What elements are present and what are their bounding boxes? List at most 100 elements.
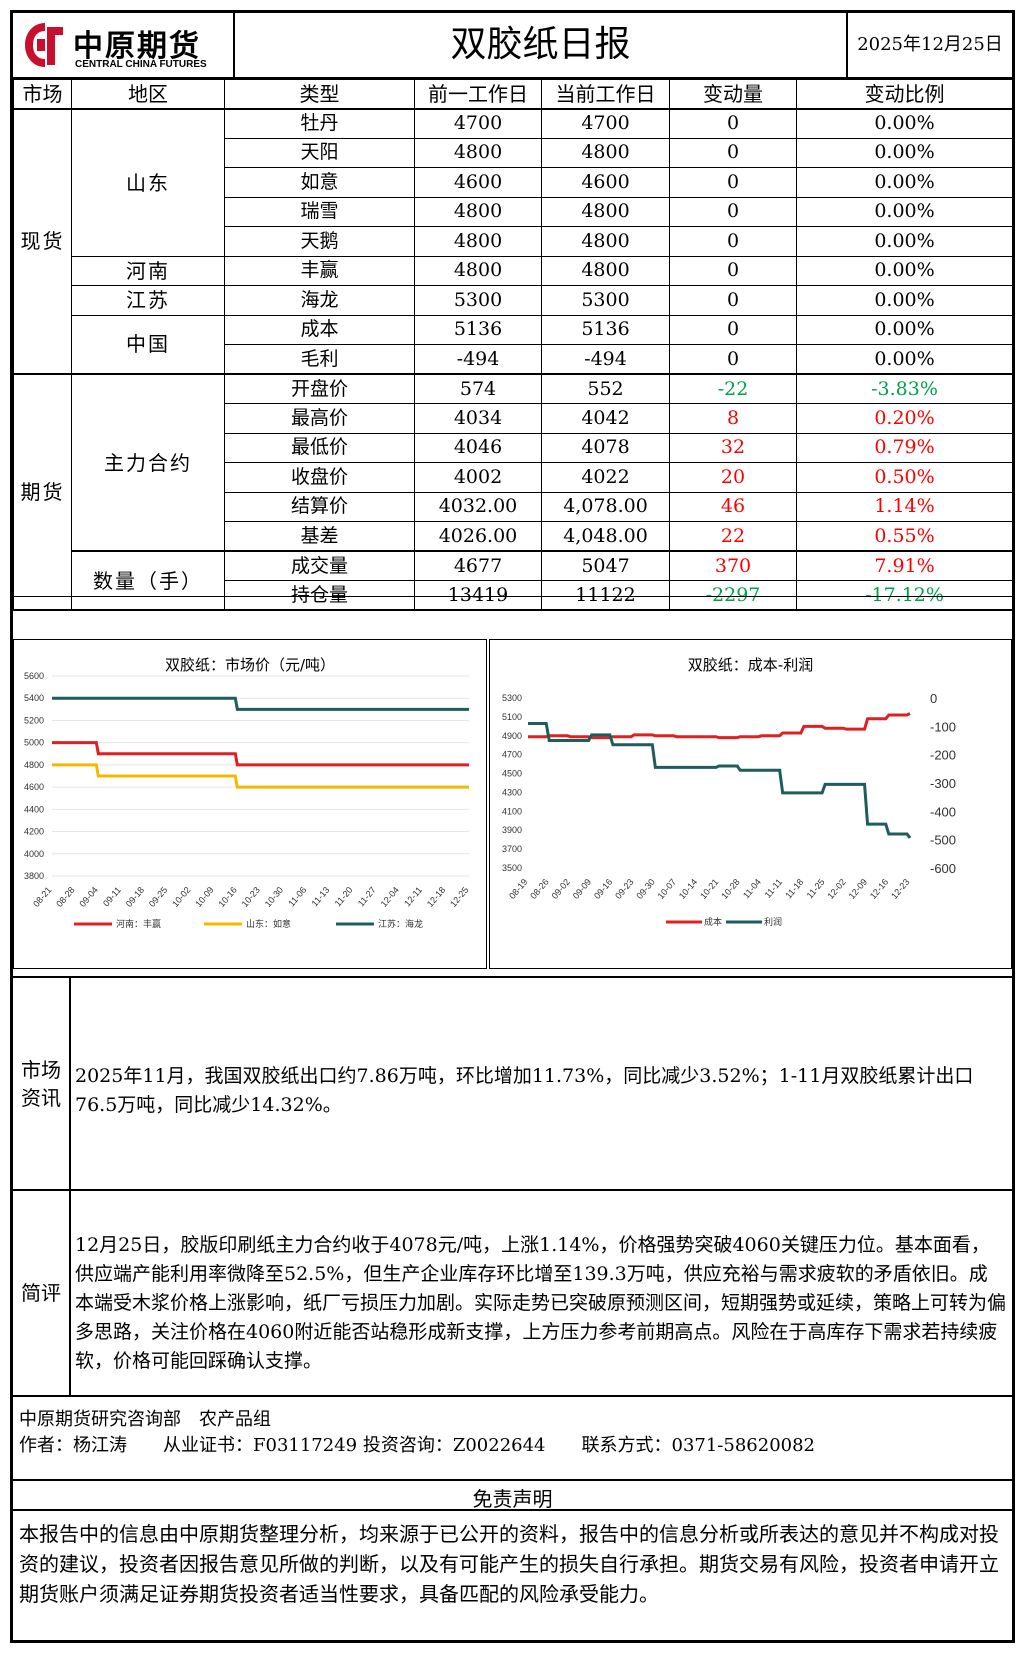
market-futures: 期货 (13, 373, 72, 611)
x-tick-label: 10-02 (170, 885, 192, 909)
cell-curr: 4,078.00 (541, 491, 670, 522)
y-right-tick-label: -400 (930, 804, 956, 819)
report-page: 中原期货 CENTRAL CHINA FUTURES 双胶纸日报 2025年12… (10, 10, 1015, 1643)
y-left-tick-label: 4300 (502, 787, 522, 797)
table-row: 基差 4026.00 4,048.00 22 0.55% (13, 521, 1012, 552)
table-row: 瑞雪 4800 4800 0 0.00% (14, 196, 1012, 227)
disclaimer-title-section: 免责声明 (13, 1479, 1012, 1511)
y-left-tick-label: 4700 (502, 750, 522, 760)
chart-title: 双胶纸：成本-利润 (687, 656, 814, 674)
cell-curr: 4042 (541, 403, 670, 434)
x-tick-label: 11-18 (783, 877, 805, 901)
cell-prev: 4026.00 (414, 521, 542, 552)
comment-section: 简评 12月25日，胶版印刷纸主力合约收于4078元/吨，上涨1.14%，价格强… (13, 1189, 1012, 1395)
company-logo-icon (25, 23, 63, 67)
table-row: 江苏 海龙 5300 5300 0 0.00% (14, 285, 1012, 316)
x-tick-label: 09-30 (634, 877, 656, 901)
cell-type: 最低价 (224, 432, 415, 463)
x-tick-label: 09-25 (147, 885, 169, 909)
y-left-tick-label: 5300 (502, 693, 522, 703)
y-right-tick-label: -200 (930, 748, 956, 763)
y-right-tick-label: -300 (930, 776, 956, 791)
x-tick-label: 09-02 (550, 877, 572, 901)
cell-type: 成交量 (224, 550, 415, 581)
cost-profit-chart-svg: 5300 5100 4900 4700 4500 4300 4100 3900 3700 3500… (502, 691, 956, 928)
cell-type: 成本 (224, 314, 415, 345)
table-row: 中国 成本 5136 5136 0 0.00% (14, 314, 1012, 375)
cell-curr: 5136 (541, 314, 670, 345)
cell-pct: 0.00% (796, 255, 1012, 286)
disclaimer-section: 本报告中的信息由中原期货整理分析，均来源于已公开的资料，报告中的信息分析或所表达… (13, 1509, 1012, 1640)
x-tick-label: 12-04 (379, 885, 401, 909)
legend-label: 河南：丰赢 (116, 918, 161, 930)
x-tick-label: 09-11 (101, 885, 123, 909)
y-left-tick-label: 3700 (502, 844, 522, 854)
divider (13, 596, 1012, 597)
cell-type: 天鹅 (224, 226, 415, 257)
cell-type: 海龙 (224, 285, 415, 316)
x-tick-label: 10-09 (193, 885, 215, 909)
y-left-tick-label: 4500 (502, 769, 522, 779)
cell-prev: 4700 (414, 108, 542, 139)
cell-chg: 32 (669, 432, 797, 463)
market-news-label: 市场资讯 (13, 978, 71, 1189)
table-row: 收盘价 4002 4022 20 0.50% (14, 462, 1012, 493)
divider (13, 609, 1012, 611)
cell-pct: 0.00% (796, 167, 1012, 198)
cell-prev: 4600 (414, 167, 542, 198)
region-shandong: 山东 (71, 108, 225, 257)
cell-chg: 0 (669, 196, 797, 227)
cell-curr: 4,048.00 (541, 521, 670, 552)
series-line (528, 722, 912, 839)
x-tick-label: 09-23 (613, 877, 635, 901)
y-right-tick-label: -600 (930, 861, 956, 876)
market-news-section: 市场资讯 2025年11月，我国双胶纸出口约7.86万吨，环比增加11.73%，… (13, 976, 1012, 1189)
cell-curr: 4022 (541, 462, 670, 493)
cell-chg: 22 (669, 521, 797, 552)
department: 中原期货研究咨询部 农产品组 (19, 1409, 271, 1430)
cell-pct: 1.14% (796, 491, 1012, 522)
cell-chg: 370 (669, 550, 797, 581)
price-table: 市场 地区 类型 前一工作日 当前工作日 变动量 变动比例 现货 山东 牡丹 4700… (13, 79, 1012, 611)
cell-type: 收盘价 (224, 462, 415, 493)
cell-prev: 5136 (414, 314, 542, 345)
table-row: 现货 山东 牡丹 4700 4700 0 0.00% (13, 108, 1012, 375)
cell-chg: 8 (669, 403, 797, 434)
cell-curr: 4800 (541, 137, 670, 168)
x-tick-label: 12-23 (889, 877, 911, 901)
cell-prev: 5300 (414, 285, 542, 316)
x-tick-label: 11-20 (333, 885, 355, 909)
cell-curr: 11122 (541, 580, 670, 611)
series-line (528, 712, 911, 740)
column-header: 前一工作日 (414, 79, 542, 110)
column-header: 当前工作日 (541, 79, 670, 110)
cell-prev: 4032.00 (414, 491, 542, 522)
table-row: 河南 丰赢 4800 4800 0 0.00% (14, 255, 1012, 286)
table-row: 天鹅 4800 4800 0 0.00% (14, 226, 1012, 257)
cell-pct: 0.00% (796, 137, 1012, 168)
y-tick-label: 5600 (24, 671, 44, 681)
y-tick-label: 4000 (24, 849, 44, 859)
table-row: 数量（手） 成交量 4677 5047 370 7.91% (14, 550, 1012, 611)
x-tick-label: 10-23 (240, 885, 262, 909)
cell-chg: 0 (669, 285, 797, 316)
cell-prev: 4034 (414, 403, 542, 434)
cell-pct: 0.00% (796, 226, 1012, 257)
disclaimer-text: 本报告中的信息由中原期货整理分析，均来源于已公开的资料，报告中的信息分析或所表达… (19, 1522, 999, 1606)
y-tick-label: 5200 (24, 715, 44, 725)
author-info: 作者：杨江涛 从业证书：F03117249 投资咨询：Z0022644 联系方式… (19, 1435, 816, 1456)
x-tick-label: 08-21 (31, 885, 53, 909)
x-tick-label: 12-18 (425, 885, 447, 909)
cell-type: 牡丹 (224, 108, 415, 139)
x-tick-label: 11-11 (763, 877, 785, 900)
x-tick-label: 12-02 (825, 877, 847, 901)
x-tick-label: 10-30 (263, 885, 285, 909)
cell-chg: 0 (669, 255, 797, 286)
x-tick-label: 09-18 (124, 885, 146, 909)
cell-pct: 0.00% (796, 108, 1012, 139)
table-row: 最低价 4046 4078 32 0.79% (14, 432, 1012, 463)
cell-prev: 4800 (414, 255, 542, 286)
x-tick-label: 09-09 (571, 877, 593, 901)
cell-chg: 0 (669, 344, 797, 375)
x-tick-label: 09-04 (77, 885, 99, 909)
